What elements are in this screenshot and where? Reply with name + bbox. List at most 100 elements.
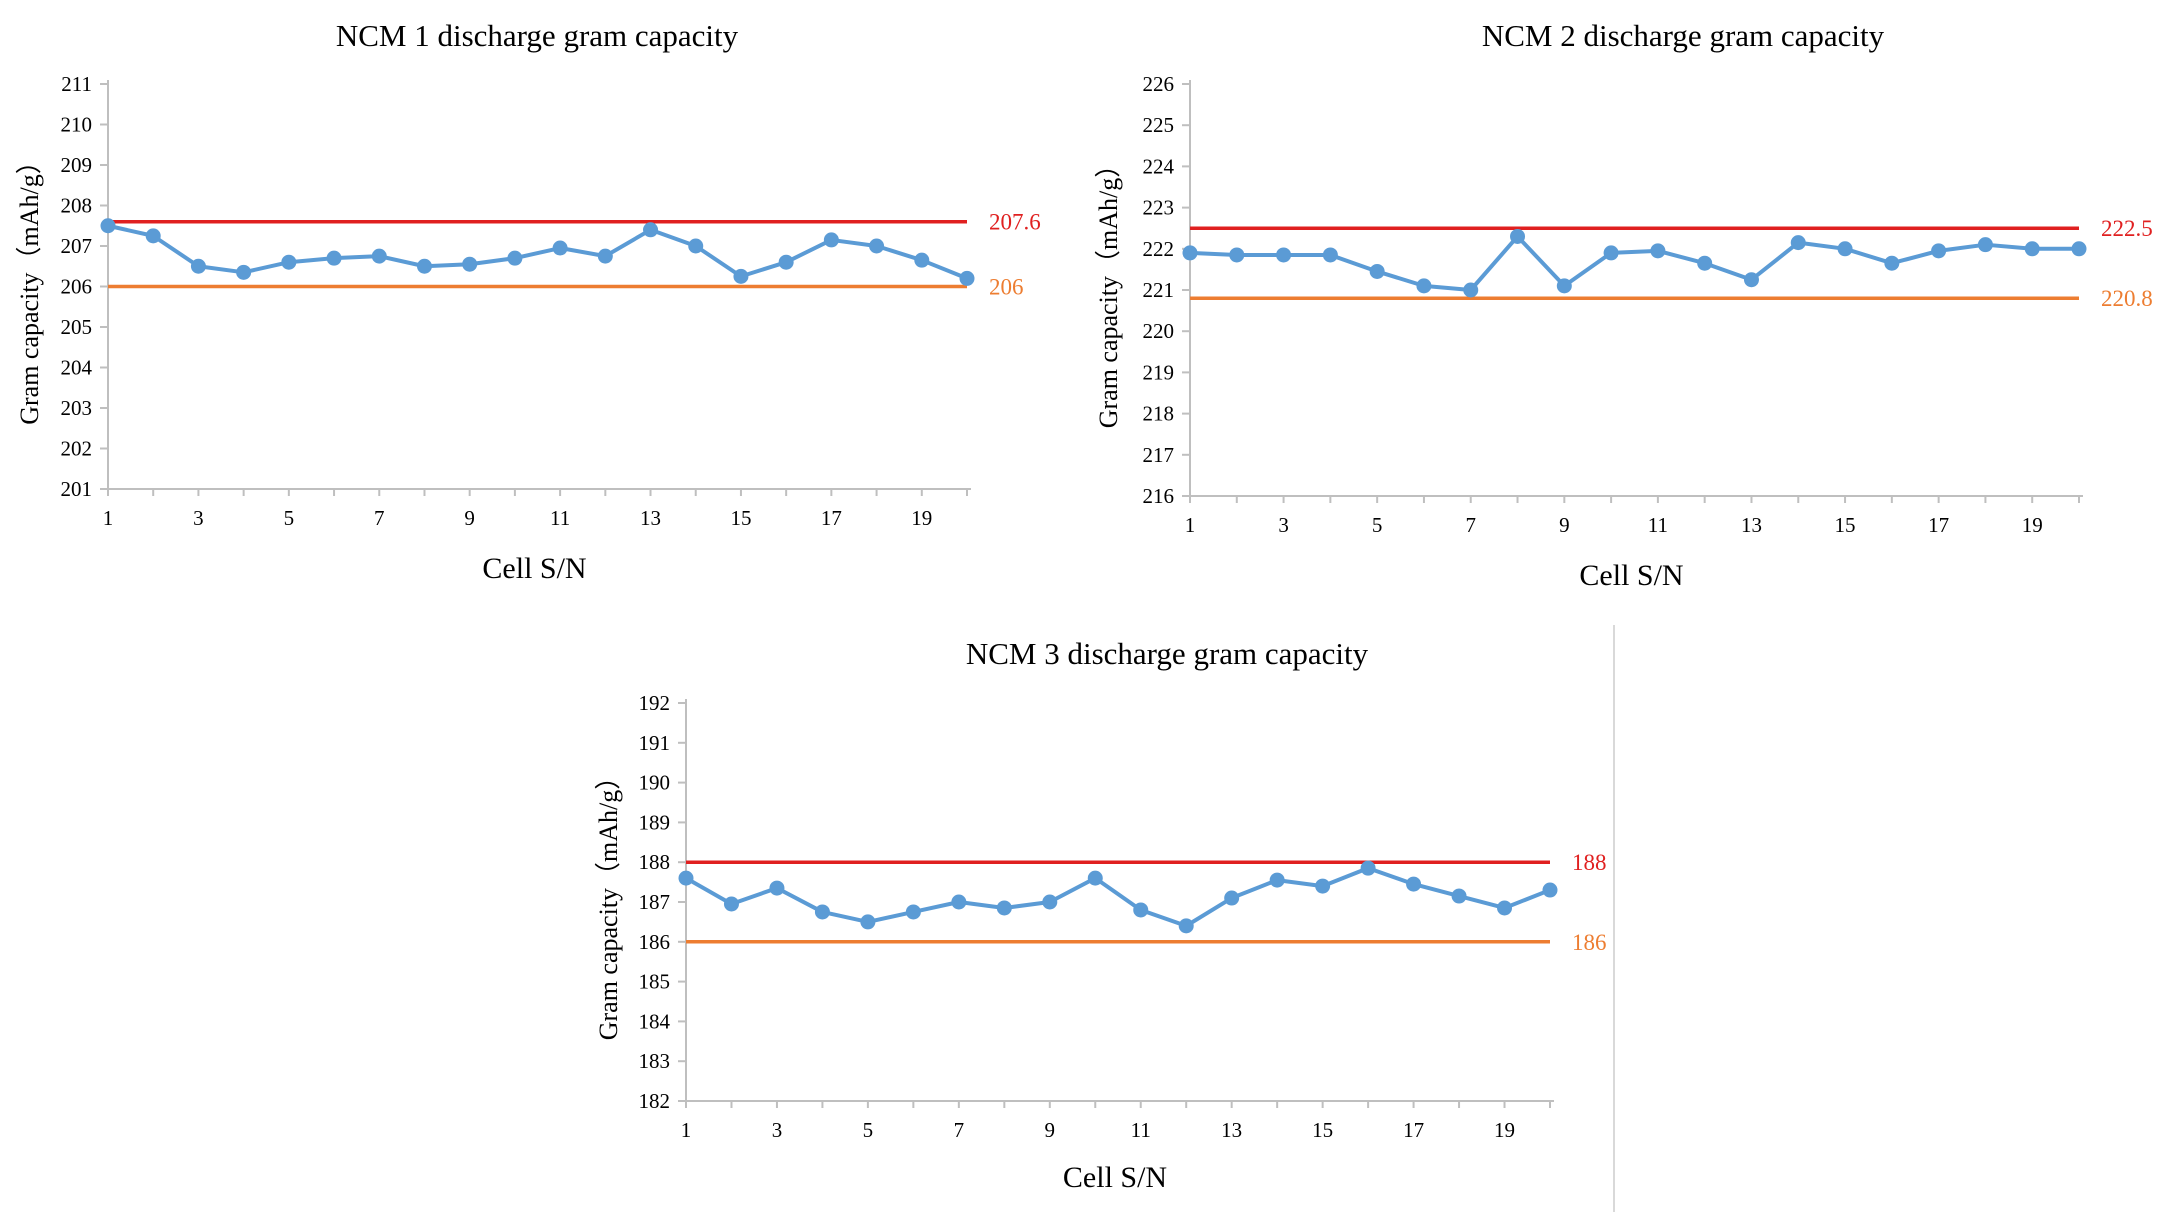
chart2-x-tick-label: 1	[1185, 513, 1196, 537]
chart3-data-point	[1178, 918, 1194, 934]
chart2-data-point	[1369, 263, 1385, 279]
chart2-y-tick-label: 218	[1143, 402, 1175, 426]
chart2-data-point	[1790, 235, 1806, 251]
chart3-data-point	[1042, 894, 1058, 910]
chart3-y-tick-label: 182	[639, 1089, 671, 1113]
chart1-x-tick-label: 11	[550, 506, 570, 530]
chart3-title: NCM 3 discharge gram capacity	[966, 636, 1369, 671]
chart3-y-tick-label: 192	[639, 691, 671, 715]
chart3-y-tick-label: 187	[639, 890, 671, 914]
chart2-data-point	[1463, 282, 1479, 298]
chart3-data-point	[678, 870, 694, 886]
chart3-data-point	[996, 900, 1012, 916]
chart1-y-tick-label: 204	[61, 356, 93, 380]
chart2-x-tick-label: 15	[1835, 513, 1856, 537]
chart2-data-point	[1182, 245, 1198, 261]
chart2-data-point	[1650, 243, 1666, 259]
chart2-data-point	[1743, 272, 1759, 288]
chart1-y-tick-label: 201	[61, 477, 93, 501]
chart1-y-tick-label: 211	[61, 72, 92, 96]
chart3-y-tick-label: 183	[639, 1049, 671, 1073]
chart3-y-tick-label: 190	[639, 771, 671, 795]
chart1-x-tick-label: 7	[374, 506, 385, 530]
chart1-x-tick-label: 17	[821, 506, 842, 530]
chart2-data-point	[1603, 245, 1619, 261]
chart2-data-point	[2024, 241, 2040, 257]
chart3-data-point	[860, 914, 876, 930]
chart1-x-tick-label: 1	[103, 506, 114, 530]
chart2-y-tick-label: 217	[1143, 443, 1175, 467]
chart3-upper-limit-label: 188	[1572, 850, 1607, 875]
chart3-data-point	[1497, 900, 1513, 916]
chart2-y-tick-label: 220	[1143, 319, 1175, 343]
chart1-y-tick-label: 206	[61, 275, 93, 299]
panel-divider	[1613, 625, 1615, 1212]
chart3-series-line	[685, 866, 1551, 928]
chart1-series-line	[107, 223, 968, 281]
chart2-y-axis-label: Gram capacity（mAh/g）	[1094, 152, 1123, 429]
chart2-x-tick-label: 13	[1741, 513, 1762, 537]
chart2-data-point	[1931, 243, 1947, 259]
chart2-y-tick-label: 225	[1143, 113, 1175, 137]
chart1-data-point	[281, 254, 297, 270]
chart2-data-point	[2071, 241, 2087, 257]
chart2-y-tick-label: 219	[1143, 360, 1175, 384]
chart3-x-tick-label: 5	[863, 1118, 874, 1142]
chart2-y-tick-label: 221	[1143, 278, 1175, 302]
chart1-data-point	[236, 264, 252, 280]
chart2-data-point	[1322, 247, 1338, 263]
chart1-upper-limit-label: 207.6	[989, 210, 1041, 235]
chart1-data-point	[100, 218, 116, 234]
chart3-x-tick-label: 19	[1494, 1118, 1515, 1142]
chart1-data-point	[914, 252, 930, 268]
chart3-y-tick-label: 186	[639, 930, 671, 954]
chart3-x-tick-label: 3	[772, 1118, 783, 1142]
chart2-x-tick-label: 7	[1465, 513, 1476, 537]
chart2-x-tick-label: 19	[2022, 513, 2043, 537]
chart3-data-point	[1360, 860, 1376, 876]
chart3-lower-limit-label: 186	[1572, 930, 1607, 955]
chart2-data-point	[1510, 228, 1526, 244]
chart2-title: NCM 2 discharge gram capacity	[1482, 18, 1885, 53]
chart3-data-point	[1224, 890, 1240, 906]
chart2-x-tick-label: 17	[1928, 513, 1949, 537]
chart2-data-point	[1416, 278, 1432, 294]
chart3-y-tick-label: 191	[639, 731, 671, 755]
chart2-x-tick-label: 3	[1278, 513, 1289, 537]
chart1-data-point	[190, 258, 206, 274]
chart1-data-point	[823, 232, 839, 248]
chart2-data-point	[1556, 278, 1572, 294]
chart3-data-point	[1542, 882, 1558, 898]
chart1-x-tick-label: 5	[284, 506, 295, 530]
chart1-x-tick-label: 15	[730, 506, 751, 530]
chart2-data-point	[1697, 255, 1713, 271]
chart3-x-tick-label: 11	[1131, 1118, 1151, 1142]
chart1-title: NCM 1 discharge gram capacity	[336, 18, 739, 53]
chart3-x-tick-label: 13	[1221, 1118, 1242, 1142]
chart3-x-tick-label: 1	[681, 1118, 692, 1142]
chart2-upper-limit-label: 222.5	[2101, 216, 2153, 241]
chart2-x-tick-label: 9	[1559, 513, 1570, 537]
chart1-data-point	[462, 256, 478, 272]
chart3-data-point	[769, 880, 785, 896]
chart3-data-point	[951, 894, 967, 910]
chart3-y-axis-label: Gram capacity（mAh/g）	[594, 764, 623, 1041]
chart1-data-point	[371, 248, 387, 264]
chart1-y-tick-label: 205	[61, 315, 93, 339]
chart1-lower-limit-label: 206	[989, 275, 1024, 300]
chart1-data-point	[643, 222, 659, 238]
chart2-x-tick-label: 11	[1648, 513, 1668, 537]
chart2-data-point	[1837, 241, 1853, 257]
chart3-data-point	[723, 896, 739, 912]
chart1-y-tick-label: 203	[61, 396, 93, 420]
chart2-data-point	[1977, 237, 1993, 253]
chart2-x-axis-label: Cell S/N	[1579, 559, 1683, 592]
chart1-data-point	[688, 238, 704, 254]
chart1-data-point	[326, 250, 342, 266]
chart2-y-tick-label: 224	[1143, 154, 1175, 178]
chart1-y-tick-label: 208	[61, 194, 93, 218]
chart3-data-point	[1451, 888, 1467, 904]
chart1-y-tick-label: 207	[61, 234, 93, 258]
